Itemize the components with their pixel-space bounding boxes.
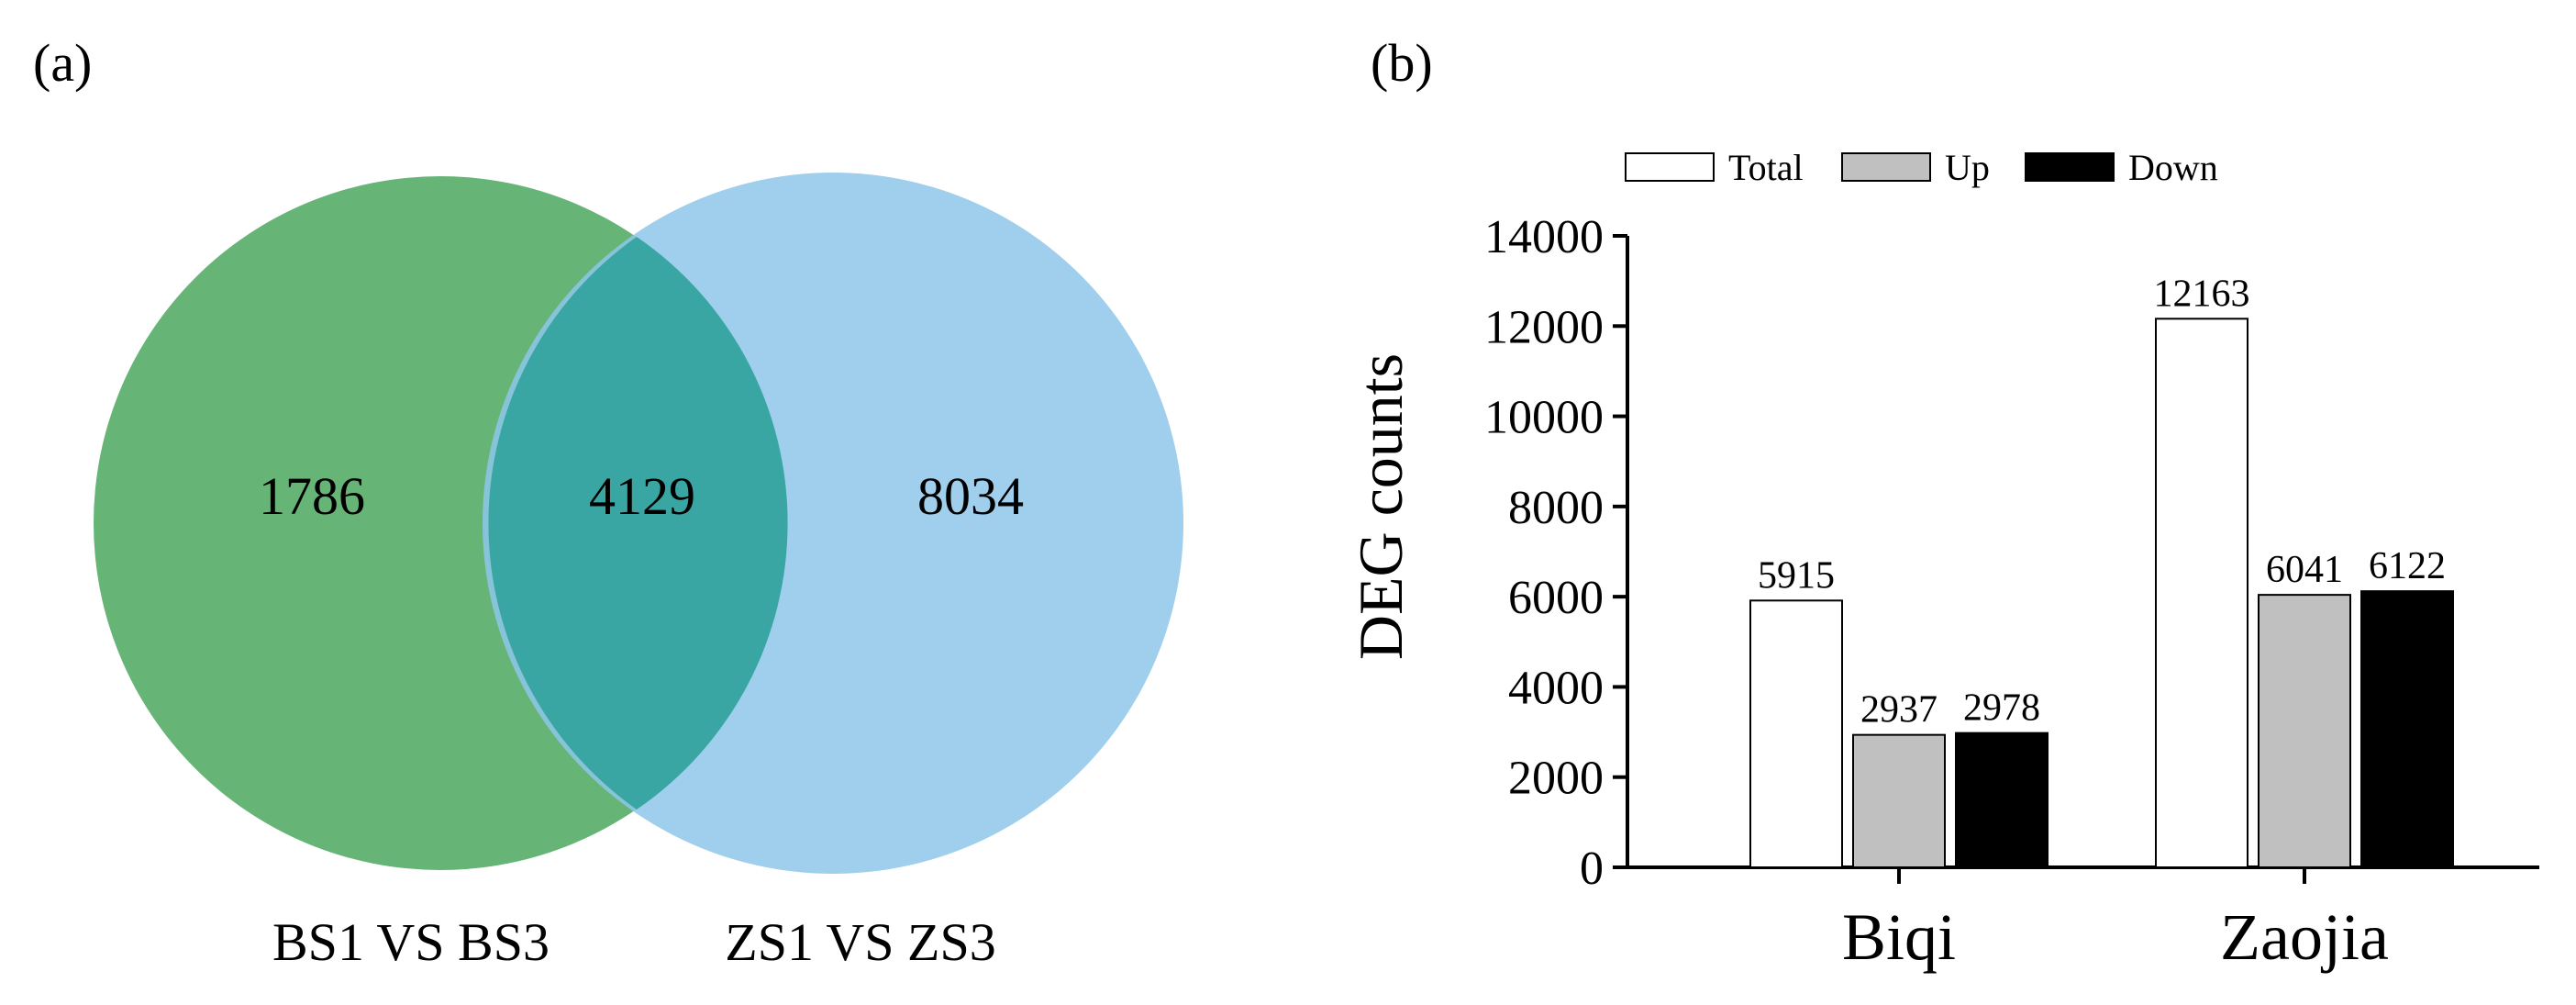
data-label: 2937 xyxy=(1860,689,1938,731)
venn-set-label-left: BS1 VS BS3 xyxy=(272,912,550,972)
chart-bars: 5915 2937 2978 12163 6041 6122 xyxy=(1749,273,2454,869)
panel-a-label: (a) xyxy=(33,33,92,93)
data-label: 12163 xyxy=(2154,273,2250,315)
legend-swatch-total xyxy=(1625,152,1715,182)
bar-total-zaojia xyxy=(2155,318,2248,868)
data-label: 6041 xyxy=(2266,549,2343,591)
y-tick-label: 10000 xyxy=(1484,392,1604,444)
y-tick-label: 8000 xyxy=(1508,482,1604,534)
data-label: 6122 xyxy=(2369,545,2446,587)
venn-count-overlap: 4129 xyxy=(589,466,695,526)
bar-down-biqi xyxy=(1955,731,2049,869)
legend-swatch-down xyxy=(2025,152,2115,182)
venn-set-label-right: ZS1 VS ZS3 xyxy=(725,912,995,972)
panel-b-label: (b) xyxy=(1371,33,1433,93)
bar-chart-panel: (b) Total Up Down DEG counts 0 2000 4000 6000… xyxy=(1346,33,2539,974)
legend-label-total: Total xyxy=(1728,147,1804,188)
bar-up-zaojia xyxy=(2258,594,2351,868)
y-tick-label: 12000 xyxy=(1484,301,1604,353)
y-tick-label: 6000 xyxy=(1508,572,1604,624)
venn-panel: (a) 1786 4129 8034 BS1 VS BS3 ZS1 VS ZS3 xyxy=(33,33,1183,972)
legend-swatch-up xyxy=(1841,152,1931,182)
data-label: 5915 xyxy=(1758,554,1835,597)
y-tick-label: 2000 xyxy=(1508,753,1604,805)
venn-count-right-only: 8034 xyxy=(917,466,1024,526)
bar-total-biqi xyxy=(1749,599,1843,868)
venn-count-left-only: 1786 xyxy=(259,466,365,526)
x-tick-label: Zaojia xyxy=(2220,900,2389,974)
data-label: 2978 xyxy=(1963,687,2040,730)
bar-down-zaojia xyxy=(2360,590,2454,868)
y-tick-label: 0 xyxy=(1580,843,1604,895)
legend-label-up: Up xyxy=(1945,147,1990,188)
x-tick-label: Biqi xyxy=(1842,900,1956,974)
bar-up-biqi xyxy=(1852,733,1946,868)
y-tick-label: 4000 xyxy=(1508,662,1604,714)
y-tick-label: 14000 xyxy=(1484,211,1604,263)
venn-overlap xyxy=(488,237,788,810)
chart-legend: Total Up Down xyxy=(1625,147,2218,188)
y-axis-label: DEG counts xyxy=(1346,353,1416,660)
legend-label-down: Down xyxy=(2128,147,2218,188)
